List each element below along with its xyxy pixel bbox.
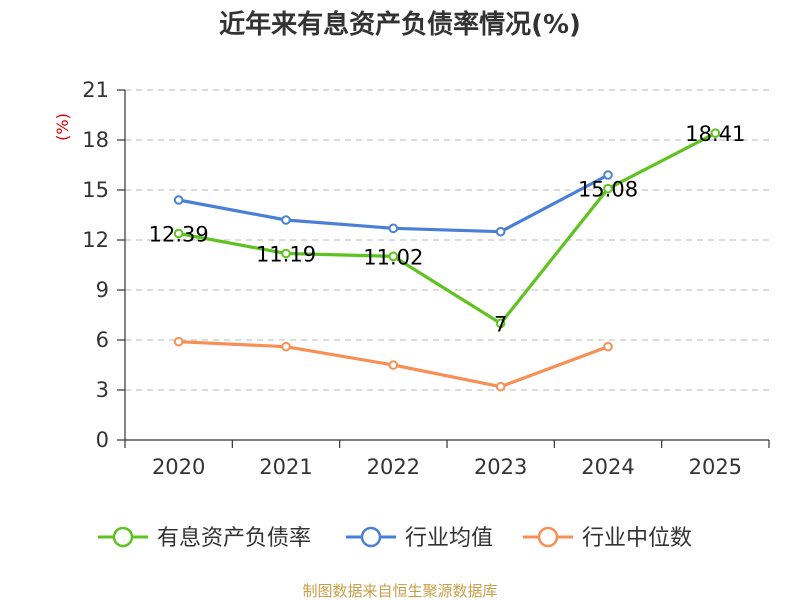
x-tick-label: 2024 [581,455,634,479]
y-tick-label: 12 [82,228,109,252]
x-tick-label: 2023 [474,455,527,479]
debt-ratio-point [173,228,184,239]
debt-ratio-point [710,128,721,138]
data-label: 11.19 [256,243,316,267]
y-tick-label: 3 [96,378,109,402]
debt-ratio-point [495,318,506,329]
industry-median-point [173,336,184,347]
y-tick-label: 18 [82,128,109,152]
industry-mean-point [173,195,184,205]
y-tick-label: 21 [82,78,109,102]
industry-mean-series [173,170,613,237]
data-label: 15.08 [578,178,638,202]
industry-median-point [603,341,613,352]
axes: 0 3 6 9 12 15 18 21 2020 2021 2022 2023 2024 2025 [82,78,770,479]
chart-title: 近年来有息资产负债率情况(%) [219,9,581,40]
debt-ratio-line [178,131,717,325]
y-tick-label: 9 [96,278,109,302]
data-label: 12.39 [149,223,209,247]
industry-median-point [495,381,506,392]
industry-mean-point [495,226,506,237]
y-tick-label: 0 [96,428,109,452]
industry-median-point [281,341,291,352]
data-label: 7 [494,312,507,336]
legend-swatch-marker [537,526,559,548]
x-tick-label: 2020 [152,455,205,479]
legend-label: 有息资产负债率 [157,526,311,551]
series-layer [173,128,721,392]
legend-item-debt-ratio: 有息资产负债率 [98,526,311,551]
industry-median-series [173,336,613,392]
debt-ratio-point [388,251,399,262]
debt-ratio-point [281,248,291,259]
debt-ratio-point [603,183,613,194]
industry-mean-point [388,223,399,234]
legend-swatch-marker [112,526,134,548]
industry-mean-point [603,170,613,180]
legend-label: 行业均值 [405,526,493,551]
x-tick-label: 2022 [367,455,420,479]
debt-ratio-series [173,128,721,329]
source-note: 制图数据来自恒生聚源数据库 [302,582,497,600]
legend-item-industry-mean: 行业均值 [346,526,493,551]
x-tick-label: 2021 [259,455,312,479]
legend: 有息资产负债率 行业均值 行业中位数 [98,526,692,551]
y-tick-label: 15 [82,178,109,202]
data-label: 18.41 [685,122,745,146]
industry-mean-point [281,215,291,225]
legend-item-industry-median: 行业中位数 [523,526,692,551]
industry-median-point [388,360,399,370]
y-tick-label: 6 [96,328,109,352]
x-tick-label: 2025 [689,455,742,479]
legend-swatch-marker [360,526,382,548]
y-axis-unit: (%) [53,113,72,141]
legend-label: 行业中位数 [582,526,692,551]
industry-mean-line [178,173,609,234]
data-labels: 12.39 11.19 11.02 7 15.08 18.41 [149,122,746,336]
data-label: 11.02 [363,245,423,269]
